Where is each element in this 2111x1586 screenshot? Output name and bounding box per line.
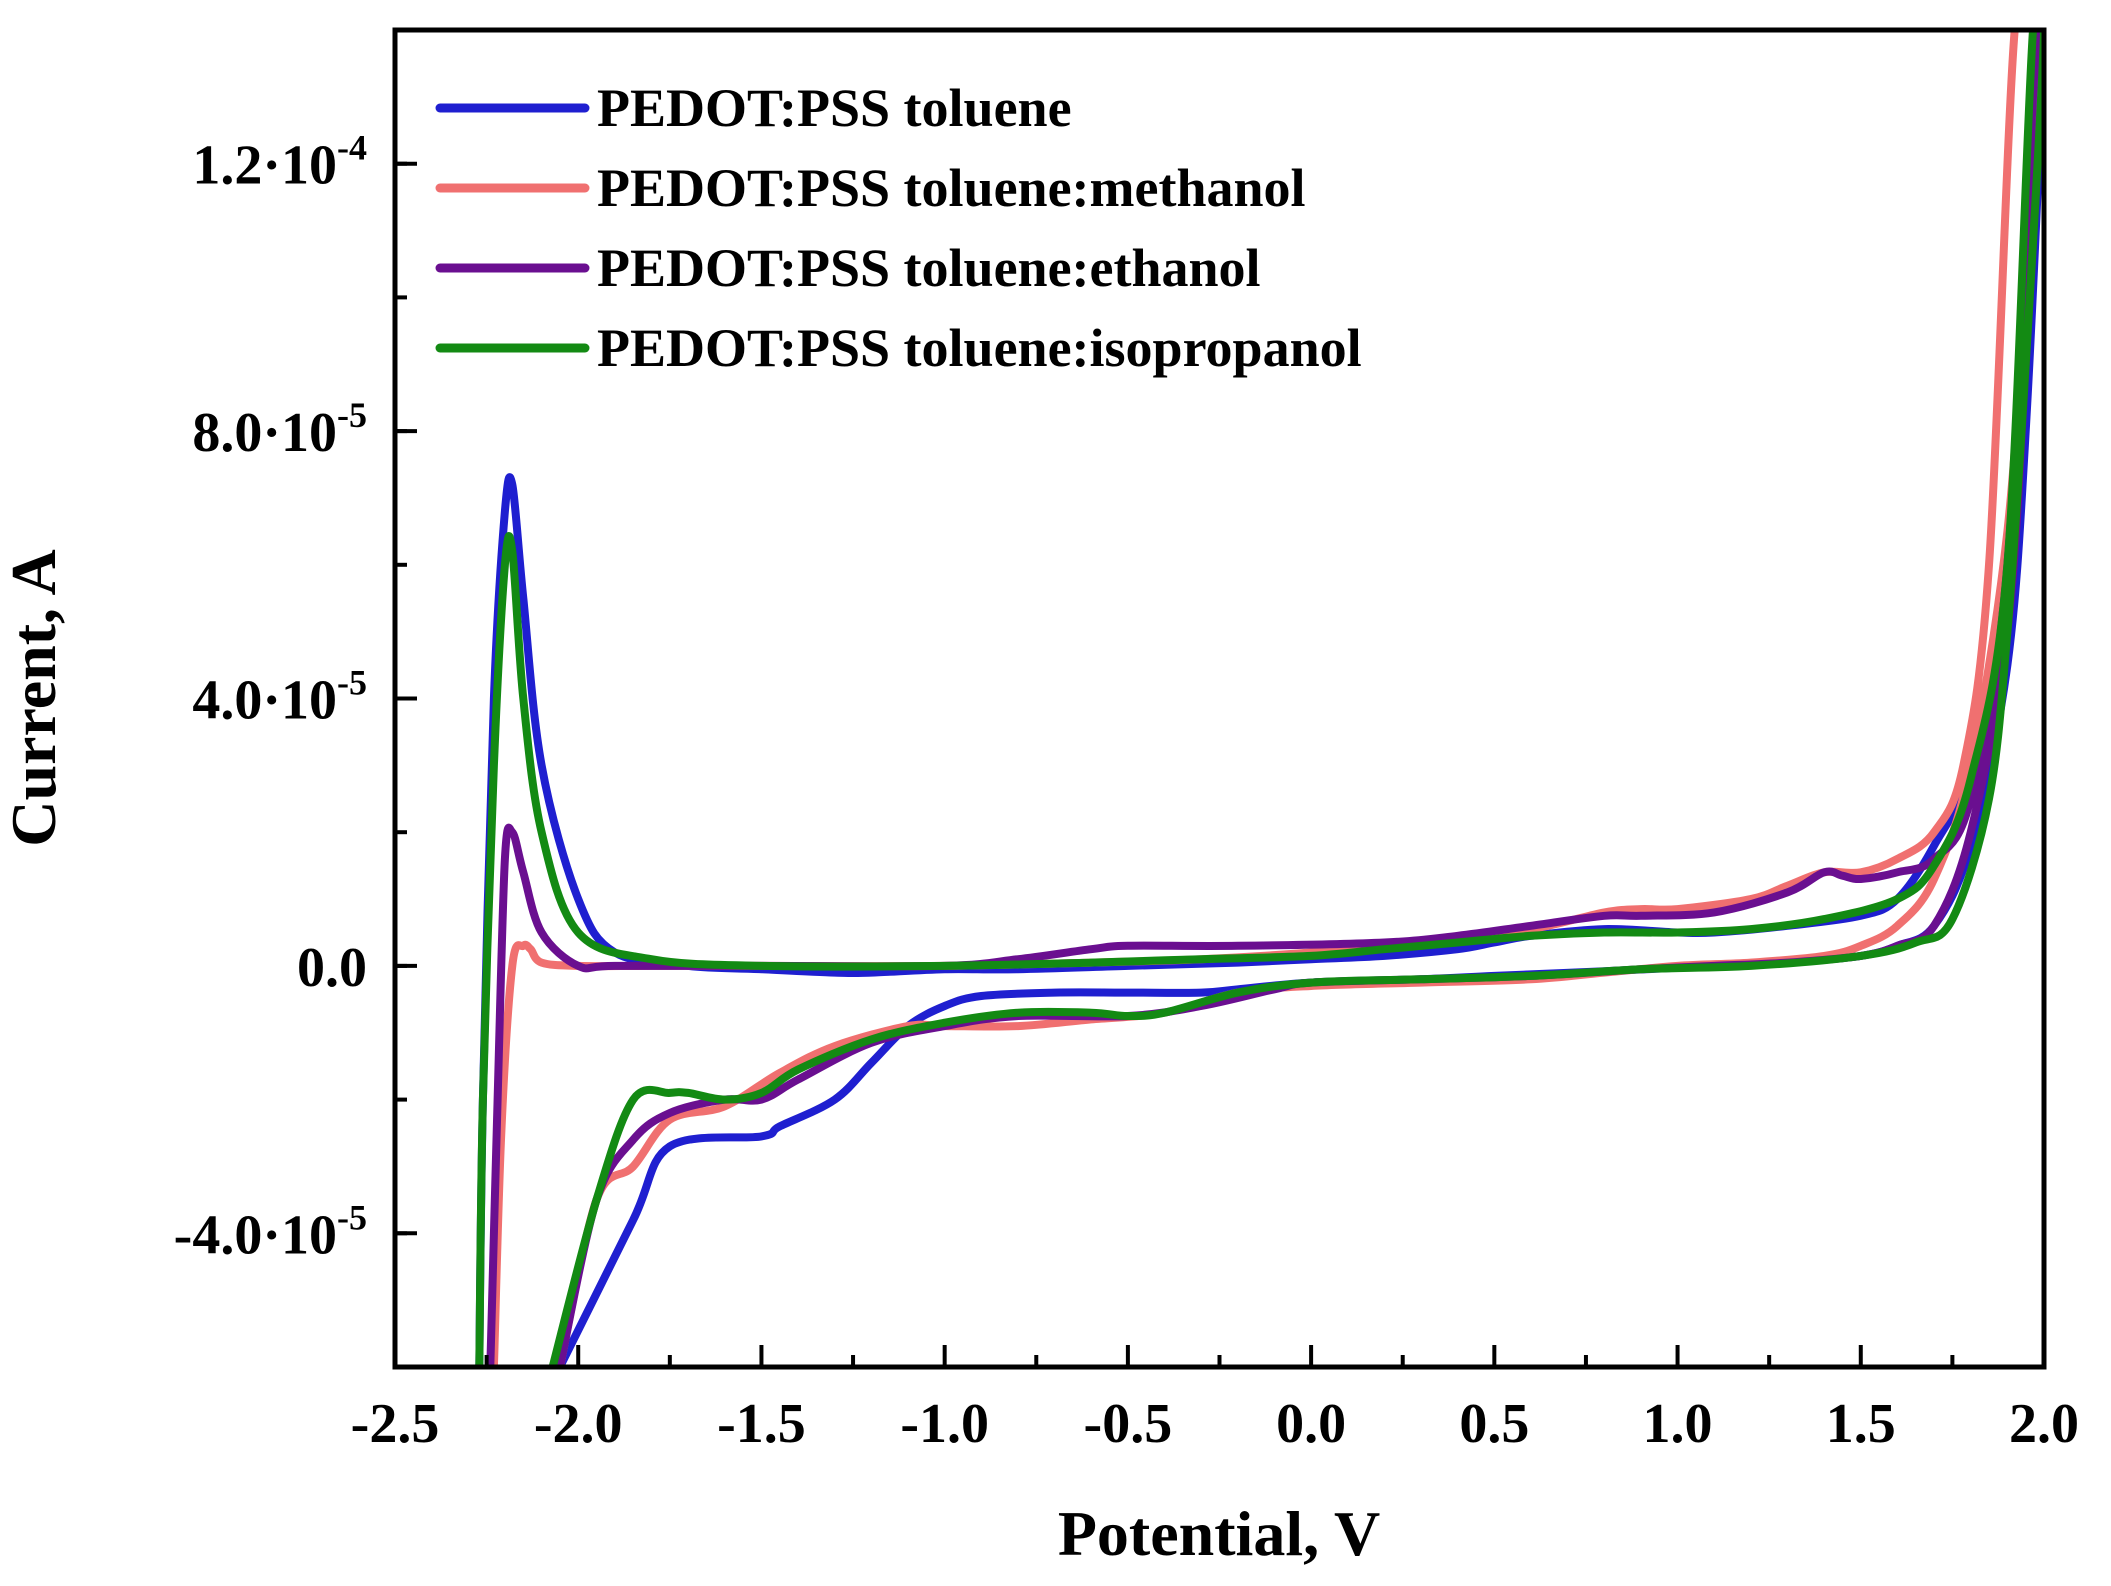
x-tick-label: -1.5 — [717, 1393, 806, 1455]
x-axis-ticks: -2.5 -2.0 -1.5 -1.0 -0.5 0.0 0.5 1.0 1.5 2.0 — [351, 1345, 2079, 1455]
y-tick-label: 0.0 — [297, 937, 367, 999]
x-tick-label: 0.5 — [1459, 1393, 1529, 1455]
series-layer — [475, 30, 2044, 1367]
x-tick-label: -1.0 — [900, 1393, 989, 1455]
x-axis-title: Potential, V — [1058, 1498, 1380, 1569]
legend-label: PEDOT:PSS toluene:ethanol — [597, 238, 1261, 298]
y-tick-label: -4.0·10-5 — [174, 1197, 367, 1266]
x-tick-label: 0.0 — [1276, 1393, 1346, 1455]
legend-label: PEDOT:PSS toluene — [597, 78, 1072, 138]
x-tick-label: -2.5 — [351, 1393, 440, 1455]
x-tick-label: 2.0 — [2009, 1393, 2079, 1455]
y-axis-title: Current, A — [0, 549, 69, 846]
x-tick-label: -2.0 — [534, 1393, 623, 1455]
x-tick-label: 1.5 — [1826, 1393, 1896, 1455]
y-tick-label: 8.0·10-5 — [192, 395, 367, 464]
legend-label: PEDOT:PSS toluene:methanol — [597, 158, 1306, 218]
plot-frame — [392, 27, 2047, 1370]
legend: PEDOT:PSS toluene PEDOT:PSS toluene:metha… — [435, 78, 1362, 378]
legend-label: PEDOT:PSS toluene:isopropanol — [597, 318, 1362, 378]
x-tick-label: -0.5 — [1084, 1393, 1173, 1455]
x-tick-label: 1.0 — [1643, 1393, 1713, 1455]
y-tick-label: 1.2·10-4 — [192, 128, 367, 197]
y-tick-label: 4.0·10-5 — [192, 663, 367, 732]
y-axis-ticks: -4.0·10-5 0.0 4.0·10-5 8.0·10-5 1.2·10-4 — [174, 28, 417, 1369]
series-line-4 — [475, 30, 2044, 1367]
